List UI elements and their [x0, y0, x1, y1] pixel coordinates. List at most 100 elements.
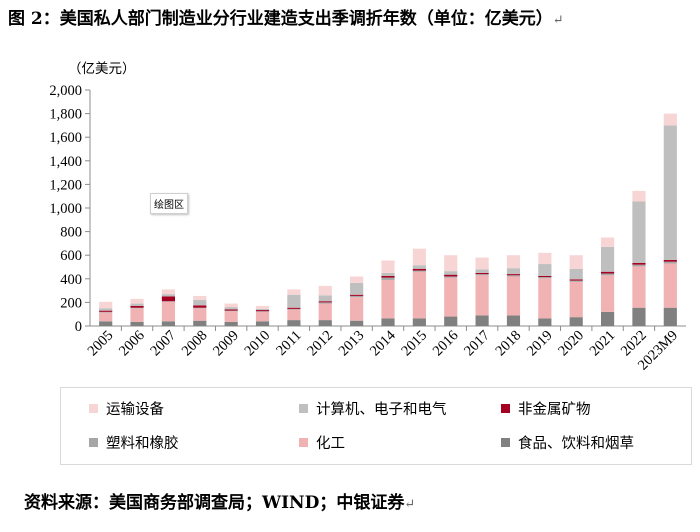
chart-legend: 运输设备 计算机、电子和电气 非金属矿物 塑料和橡胶 化工 食品、饮料和烟草 — [60, 387, 692, 465]
bar-segment — [161, 321, 176, 326]
x-tick-label: 2013 — [336, 328, 368, 360]
bar-segment — [350, 282, 364, 295]
bar-segment — [255, 321, 270, 326]
legend-label: 化工 — [316, 436, 345, 452]
bar-segment — [506, 274, 521, 276]
bar-segment — [318, 285, 332, 296]
bar-segment — [381, 275, 395, 278]
bar-segment — [663, 263, 677, 308]
bar-segment — [318, 320, 332, 326]
bar-segment — [318, 295, 332, 302]
x-tick-label: 2007 — [147, 328, 179, 360]
bar-segment — [506, 276, 521, 316]
legend-label: 运输设备 — [106, 402, 164, 418]
bar-segment — [287, 307, 301, 309]
bar-segment — [224, 303, 238, 308]
y-unit-label: （亿美元） — [68, 61, 136, 77]
bar-segment — [287, 309, 301, 321]
bar-segment — [224, 321, 238, 326]
bar-segment — [255, 311, 270, 312]
bar-segment — [381, 318, 395, 326]
bar-segment — [161, 296, 176, 302]
bar-segment — [538, 278, 552, 319]
bar-segment — [161, 294, 176, 297]
bar-segment — [130, 321, 144, 326]
x-tick-label: 2018 — [492, 328, 524, 360]
bar-segment — [412, 265, 426, 269]
bar-segment — [130, 298, 144, 304]
legend-label: 非金属矿物 — [518, 402, 591, 418]
x-tick-label: 2019 — [524, 328, 556, 360]
bar-segment — [475, 315, 489, 326]
plot-area-tooltip: 绘图区 — [150, 193, 188, 214]
bar-segment — [350, 320, 364, 326]
bar-segment — [99, 308, 113, 311]
bar-segment — [381, 277, 395, 280]
bar-segment — [381, 279, 395, 319]
y-tick-label: 400 — [60, 272, 82, 288]
bar-segment — [412, 268, 426, 271]
bar-segment — [318, 301, 332, 303]
bar-segment — [632, 307, 646, 326]
legend-swatch — [299, 404, 308, 413]
bar-segment — [224, 310, 238, 312]
bar-segment — [569, 255, 583, 269]
bar-segment — [569, 268, 583, 280]
bar-segment — [663, 125, 677, 260]
x-tick-label: 2005 — [85, 328, 117, 360]
bar-segment — [569, 317, 583, 326]
bar-segment — [506, 255, 521, 269]
x-tick-label: 2012 — [304, 328, 336, 360]
bar-segment — [193, 308, 207, 321]
legend-item: 运输设备 — [89, 398, 164, 419]
y-tick-label: 1,400 — [49, 154, 82, 170]
bar-segment — [444, 274, 458, 277]
bar-segment — [99, 312, 113, 322]
bar-segment — [287, 294, 301, 308]
bar-segment — [381, 260, 395, 273]
bar-segment — [475, 275, 489, 316]
x-tick-label: 2021 — [587, 328, 619, 360]
bar-segment — [444, 255, 458, 272]
figure-title: 图 2：美国私人部门制造业分行业建造支出季调折年数（单位：亿美元）↵ — [8, 4, 698, 29]
x-tick-label: 2015 — [398, 328, 430, 360]
paragraph-mark-icon: ↵ — [552, 13, 564, 28]
bar-segment — [412, 270, 426, 272]
bar-segment — [287, 308, 301, 310]
x-tick-label: 2020 — [555, 328, 587, 360]
bar-segment — [161, 301, 176, 322]
bar-segment — [632, 201, 646, 263]
legend-item: 非金属矿物 — [501, 398, 591, 419]
bar-segment — [475, 274, 489, 276]
bar-segment — [663, 261, 677, 264]
bar-segment — [99, 301, 113, 309]
bar-segment — [255, 310, 270, 312]
bar-segment — [224, 307, 238, 310]
bar-segment — [412, 318, 426, 326]
x-tick-label: 2008 — [179, 328, 211, 360]
bar-segment — [569, 279, 583, 281]
y-tick-label: 600 — [60, 248, 82, 264]
bar-segment — [506, 268, 521, 275]
bar-segment — [506, 275, 521, 277]
bar-segment — [569, 280, 583, 282]
x-tick-label: 2016 — [430, 328, 462, 360]
bar-segment — [130, 305, 144, 308]
bar-segment — [600, 246, 615, 272]
bar-segment — [130, 308, 144, 322]
bar-segment — [600, 311, 615, 326]
bar-segment — [255, 305, 270, 309]
bar-segment — [538, 277, 552, 279]
bar-segment — [632, 264, 646, 267]
bar-segment — [193, 305, 207, 308]
bar-segment — [287, 289, 301, 295]
figure-title-text: 图 2：美国私人部门制造业分行业建造支出季调折年数（单位：亿美元） — [8, 9, 553, 29]
y-tick-label: 1,000 — [49, 201, 82, 217]
bar-segment — [663, 113, 677, 126]
bar-segment — [350, 294, 364, 296]
legend-label: 食品、饮料和烟草 — [518, 436, 634, 452]
bar-segment — [600, 273, 615, 276]
y-tick-label: 800 — [60, 225, 82, 241]
legend-swatch — [89, 404, 98, 413]
legend-item: 计算机、电子和电气 — [299, 398, 447, 419]
